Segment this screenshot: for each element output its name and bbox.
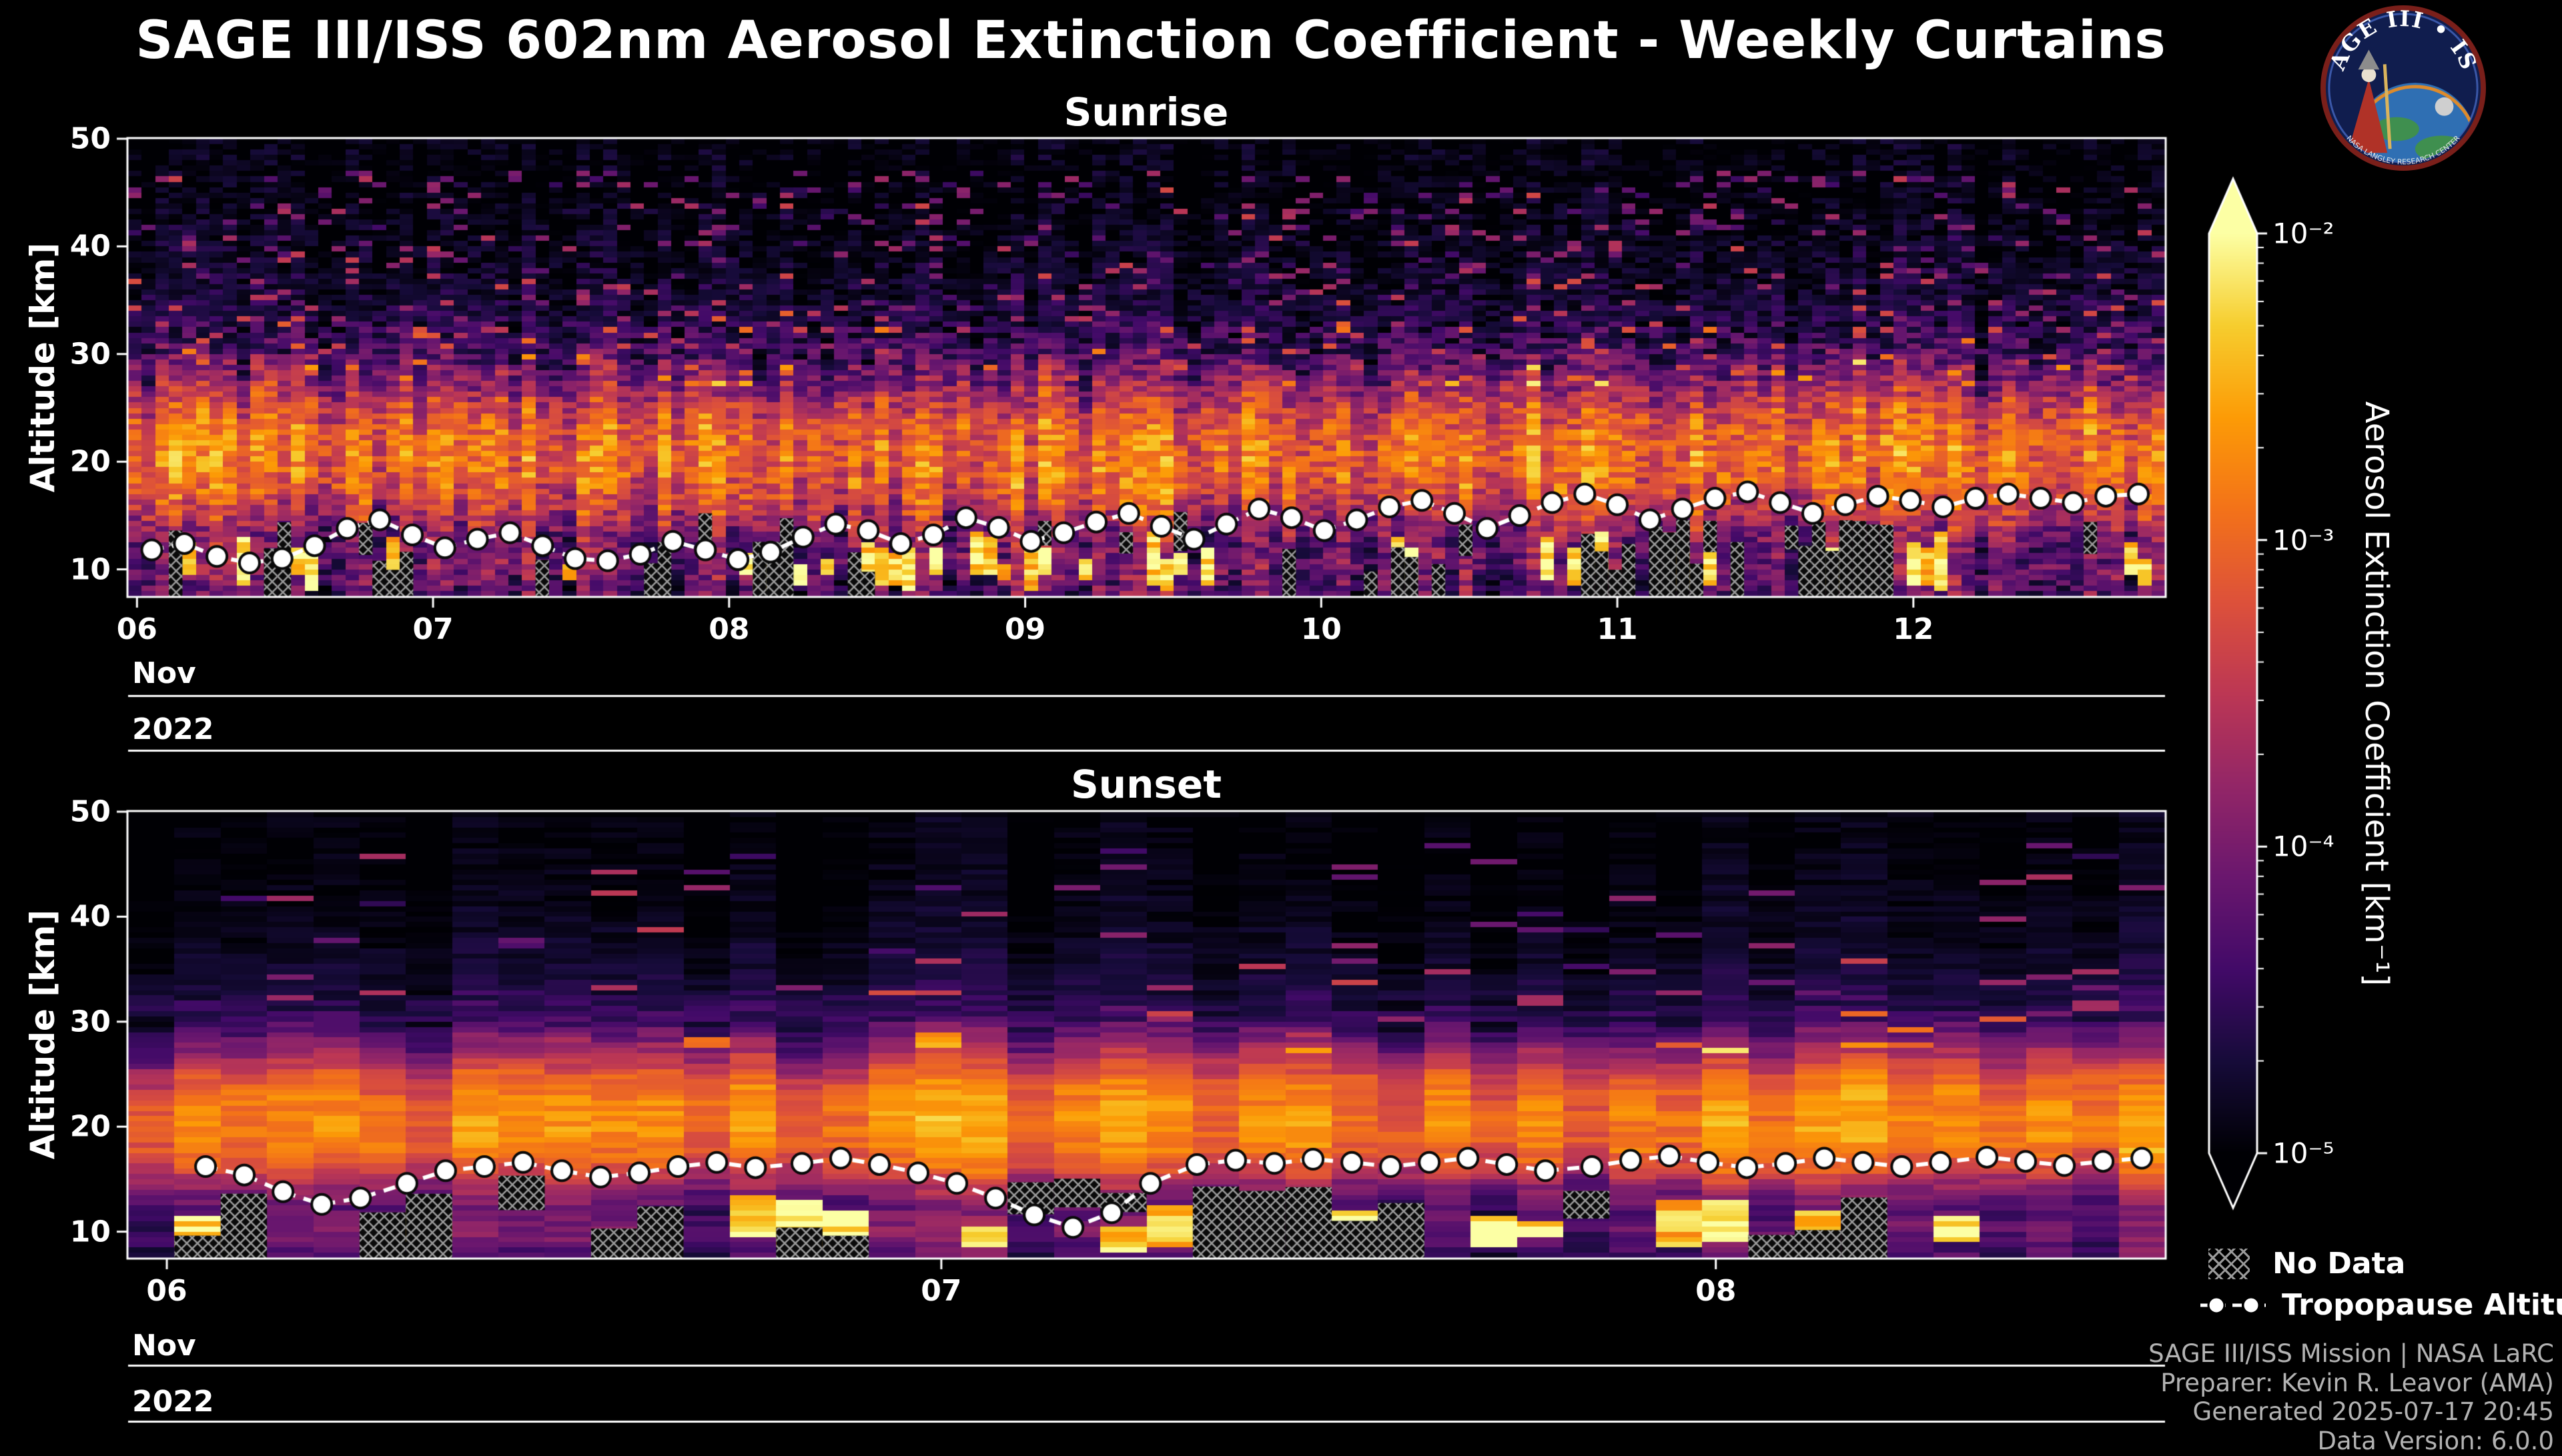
- sunrise-year-label: 2022: [132, 712, 214, 746]
- colorbar-title: Aerosol Extinction Coefficient [km⁻¹]: [2358, 401, 2395, 986]
- x-tick-label: 06: [146, 1274, 187, 1308]
- sunrise-month-label: Nov: [132, 656, 196, 690]
- sunrise-y-axis-label: Altitude [km]: [23, 242, 62, 493]
- x-tick-label: 08: [1695, 1274, 1737, 1308]
- x-tick-label: 07: [412, 612, 454, 646]
- sunset-panel-title: Sunset: [1071, 762, 1222, 807]
- credit-line-preparer: Preparer: Kevin R. Leavor (AMA): [2160, 1368, 2554, 1397]
- tropopause-legend-marker: [2242, 1296, 2260, 1315]
- x-tick-label: 09: [1004, 612, 1046, 646]
- y-tick-label: 40: [69, 229, 111, 263]
- x-tick-label: 08: [709, 612, 750, 646]
- sunset-year-label: 2022: [132, 1385, 214, 1419]
- y-tick-label: 40: [69, 899, 111, 934]
- tropopause-legend-marker: [2207, 1296, 2226, 1315]
- logo-wizard-staff: [2383, 64, 2392, 149]
- credit-line-mission: SAGE III/ISS Mission | NASA LaRC: [2148, 1339, 2554, 1368]
- y-tick-label: 10: [69, 552, 111, 587]
- no-data-legend-label: No Data: [2272, 1247, 2406, 1281]
- x-tick-label: 06: [116, 612, 157, 646]
- logo-wizard-hat: [2358, 49, 2380, 70]
- logo-wizard-head: [2361, 67, 2377, 83]
- y-tick-label: 20: [69, 444, 111, 479]
- y-tick-label: 50: [69, 121, 111, 156]
- logo-moon: [2435, 97, 2454, 116]
- logo-wizard-robe: [2347, 79, 2388, 153]
- figure-title: SAGE III/ISS 602nm Aerosol Extinction Co…: [135, 11, 2166, 71]
- x-tick-label: 12: [1893, 612, 1934, 646]
- sage-iii-iss-logo: SAGE III • ISS NASA LANGLEY RESEARCH CEN…: [2320, 5, 2486, 171]
- colorbar-tick-label: 10⁻⁵: [2272, 1137, 2334, 1170]
- no-data-hatch-swatch: [2208, 1249, 2250, 1279]
- credit-line-generated: Generated 2025-07-17 20:45: [2192, 1397, 2554, 1427]
- colorbar-tick-label: 10⁻⁴: [2272, 830, 2334, 863]
- sunset-y-axis-label: Altitude [km]: [23, 909, 62, 1160]
- x-tick-label: 10: [1300, 612, 1342, 646]
- logo-earth-land: [2374, 117, 2419, 141]
- x-tick-label: 07: [921, 1274, 962, 1308]
- y-tick-label: 30: [69, 337, 111, 372]
- sunrise-panel-title: Sunrise: [1063, 89, 1229, 135]
- x-tick-label: 11: [1597, 612, 1638, 646]
- credit-line-version: Data Version: 6.0.0: [2317, 1426, 2554, 1455]
- tropopause-legend-label: Tropopause Altitude: [2282, 1288, 2562, 1322]
- sunset-month-label: Nov: [132, 1329, 196, 1363]
- logo-inner-ring: [2328, 13, 2479, 163]
- y-tick-label: 20: [69, 1109, 111, 1144]
- tropopause-legend-icon: [2200, 1296, 2266, 1315]
- colorbar-tick-label: 10⁻³: [2272, 524, 2334, 557]
- credits-block: SAGE III/ISS Mission | NASA LaRC Prepare…: [2148, 1339, 2554, 1456]
- y-tick-label: 50: [69, 794, 111, 829]
- y-tick-label: 30: [69, 1004, 111, 1039]
- colorbar-tick-label: 10⁻²: [2272, 217, 2334, 250]
- y-tick-label: 10: [69, 1215, 111, 1249]
